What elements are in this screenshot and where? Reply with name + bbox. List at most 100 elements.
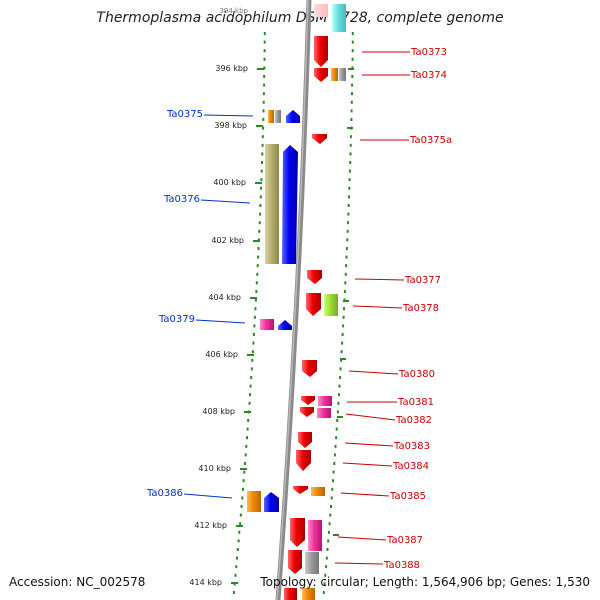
track-dot	[342, 324, 345, 328]
dotted-tracks	[231, 32, 354, 594]
gene-label-Ta0375[interactable]: Ta0375	[166, 109, 203, 120]
track-dot	[351, 92, 353, 96]
track-dot	[249, 384, 252, 388]
track-dot	[344, 281, 347, 285]
gene-Ta0387[interactable]	[290, 518, 322, 551]
gene-label-Ta0379[interactable]: Ta0379	[158, 314, 195, 325]
gene-Ta0385[interactable]	[293, 486, 325, 496]
gene-Ta0375[interactable]	[268, 110, 300, 123]
track-dot	[330, 496, 333, 500]
leader-line	[348, 370, 399, 375]
cog-block-orange	[302, 588, 315, 600]
gene-label-Ta0374[interactable]: Ta0374	[410, 70, 447, 81]
gene-arrow-forward	[286, 110, 300, 123]
gene-Ta0380[interactable]	[302, 360, 317, 377]
track-dot	[351, 83, 354, 87]
track-dot	[351, 75, 354, 78]
page-title: Thermoplasma acidophilum DSM 1728, compl…	[96, 10, 504, 26]
track-dot	[335, 436, 338, 440]
cog-block-grey	[275, 110, 281, 123]
gene-Ta0388[interactable]	[288, 550, 319, 574]
gene-arrow-reverse	[301, 396, 315, 405]
track-dot	[343, 307, 345, 311]
gene-label-Ta0387[interactable]: Ta0387	[386, 535, 423, 546]
gene-label-Ta0375a[interactable]: Ta0375a	[409, 135, 452, 146]
gene-label-Ta0384[interactable]: Ta0384	[392, 461, 429, 472]
gene-label-Ta0382[interactable]: Ta0382	[395, 415, 432, 426]
track-dot	[345, 255, 348, 259]
track-dot	[349, 161, 352, 164]
track-dot	[263, 75, 266, 78]
track-dot	[263, 40, 266, 44]
gene-Ta0374[interactable]	[314, 68, 346, 82]
track-dot	[328, 522, 331, 526]
track-dot	[260, 169, 263, 173]
cog-block-khaki	[265, 144, 279, 264]
gene-label-Ta0381[interactable]: Ta0381	[397, 397, 434, 408]
track-dot	[342, 315, 345, 319]
leader-line	[340, 492, 390, 497]
track-dot	[351, 49, 354, 53]
genome-backbone	[275, 0, 312, 600]
track-dot	[253, 324, 256, 328]
track-dot	[250, 367, 253, 371]
cog-block-cyan	[332, 4, 346, 32]
track-dot	[340, 350, 343, 354]
gene-label-Ta0386[interactable]: Ta0386	[146, 488, 183, 499]
right-labels: Ta0373 Ta0374 Ta0375a Ta0377 Ta0378 Ta03…	[334, 47, 452, 571]
gene-Ta0378[interactable]	[306, 293, 338, 316]
track-dot	[244, 462, 246, 465]
track-dot	[252, 341, 255, 345]
gene-Ta0383[interactable]	[298, 432, 312, 448]
track-dot	[259, 204, 262, 207]
cog-block-grey	[305, 552, 319, 574]
gene-Ta0376[interactable]	[265, 144, 298, 264]
topology-text: Topology: circular; Length: 1,564,906 bp…	[260, 575, 590, 589]
gene-label-Ta0373[interactable]: Ta0373	[410, 47, 447, 58]
gene-Ta0377[interactable]	[307, 270, 322, 284]
gene-label-Ta0377[interactable]: Ta0377	[404, 275, 441, 286]
gene-arrow-reverse	[307, 270, 322, 284]
ruler-tick	[236, 525, 243, 527]
track-dot	[260, 178, 263, 182]
track-dot	[257, 255, 260, 259]
track-dot	[262, 109, 265, 113]
gene-arrow-forward	[278, 320, 292, 330]
gene-top-partial	[314, 4, 346, 32]
gene-Ta0379[interactable]	[260, 319, 292, 330]
track-dot	[343, 290, 346, 293]
track-dot	[253, 315, 256, 319]
track-dot	[254, 298, 257, 302]
track-dot	[351, 40, 354, 44]
track-dot	[244, 453, 247, 457]
ruler-label: 414 kbp	[189, 578, 222, 587]
ruler-label: 398 kbp	[214, 121, 247, 130]
gene-Ta0386[interactable]	[247, 491, 279, 512]
gene-label-Ta0383[interactable]: Ta0383	[393, 441, 430, 452]
gene-Ta0384[interactable]	[296, 450, 311, 471]
track-dot	[254, 307, 257, 311]
cog-block-magenta	[308, 520, 322, 551]
gene-label-Ta0380[interactable]: Ta0380	[398, 369, 435, 380]
ruler-tick	[347, 127, 353, 129]
ruler-label: 406 kbp	[205, 350, 238, 359]
track-dot	[351, 57, 354, 61]
gene-label-Ta0378[interactable]: Ta0378	[402, 303, 439, 314]
gene-Ta0375a[interactable]	[312, 134, 327, 144]
track-dot	[329, 513, 332, 517]
leader-line	[334, 562, 384, 565]
gene-Ta0382[interactable]	[300, 407, 331, 418]
track-dot	[255, 281, 258, 285]
gene-label-Ta0388[interactable]: Ta0388	[383, 560, 420, 571]
ruler-label: 404 kbp	[208, 293, 241, 302]
track-dot	[322, 591, 325, 594]
track-dot	[261, 152, 264, 156]
track-dot	[336, 419, 339, 422]
gene-Ta0373[interactable]	[314, 36, 328, 67]
gene-label-Ta0385[interactable]: Ta0385	[389, 491, 426, 502]
gene-arrow-reverse	[314, 36, 328, 67]
gene-label-Ta0376[interactable]: Ta0376	[163, 194, 200, 205]
track-dot	[246, 436, 248, 440]
gene-Ta0381[interactable]	[301, 396, 332, 406]
left-labels: Ta0375 Ta0376 Ta0379 Ta0386	[146, 109, 254, 499]
